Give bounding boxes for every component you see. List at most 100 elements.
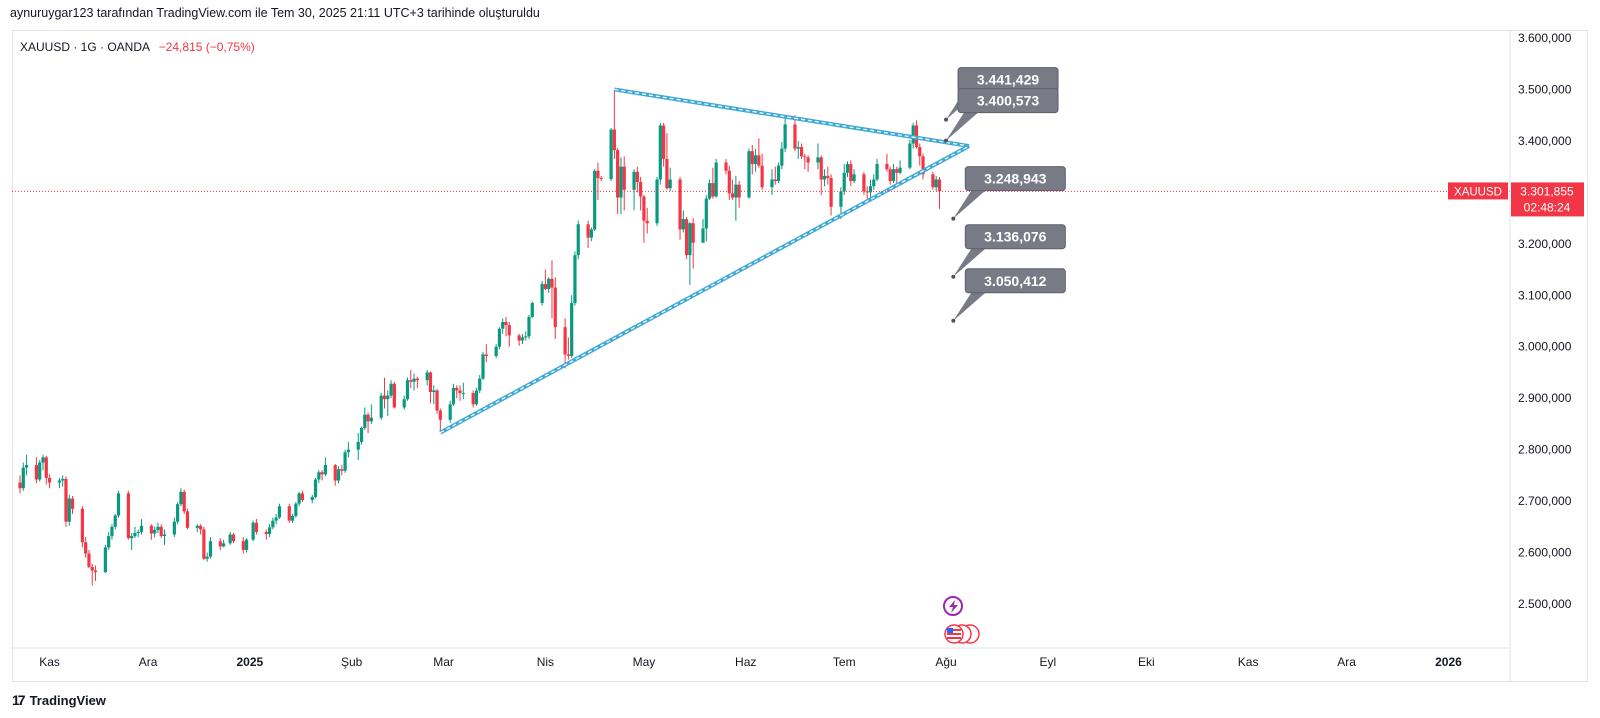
candle-body [727,170,731,194]
candle [730,179,735,201]
candle [133,526,137,539]
candle-body [576,224,580,256]
candle [822,169,827,187]
candle [524,331,528,341]
symbol-name: XAUUSD · 1G · OANDA [20,40,150,54]
candle [346,441,350,458]
candle [645,207,649,234]
candle [566,337,570,360]
candle-body [294,503,298,517]
candle [333,464,337,486]
candle-body [432,390,436,393]
time-tick-label: Nis [537,655,554,669]
callout-anchor-dot [951,216,956,221]
candle [113,513,117,530]
candle-body [770,179,774,188]
candle-body [724,162,728,171]
candle [783,117,787,153]
candle [862,171,866,195]
candle [126,490,130,540]
candle [845,161,850,177]
candle [609,128,613,182]
candle-body [589,229,593,238]
candle [616,148,620,214]
callout-anchor-dot [944,117,949,122]
candle [130,532,134,550]
candle [428,371,433,404]
candle-body [934,179,938,188]
candle-body [701,228,705,243]
candle-body [87,553,91,567]
candle-body [389,383,393,396]
candle-body [898,167,902,173]
candle-body [612,129,616,151]
price-label-callout[interactable]: 3.050,412 [951,268,1066,323]
candle [642,194,646,243]
price-label-callout[interactable]: 3.248,943 [951,166,1066,221]
symbol-badge-box [1448,182,1508,200]
candle [84,537,88,558]
candle-body [691,223,695,243]
candle-body [264,531,268,535]
symbol-legend[interactable]: XAUUSD · 1G · OANDA −24,815 (−0,75%) [20,40,255,54]
candle-body [44,457,48,478]
candle-body [103,547,107,573]
candle-body [185,511,190,528]
price-tick-label: 3.500,000 [1518,82,1572,96]
candle [750,145,754,175]
candle-body [205,556,209,559]
candle-body [757,155,761,166]
candle [228,531,232,545]
candle-body [458,390,462,394]
candle-body [38,462,42,480]
triangle-lower-line[interactable] [439,144,970,435]
candle-body [461,393,465,395]
candle-body [642,196,646,221]
price-label-callout[interactable]: 3.136,076 [951,224,1066,279]
candle-body [149,525,153,534]
candle [448,400,452,423]
candle [471,390,475,408]
candle [888,166,892,185]
price-label-callout[interactable]: 3.400,573 [944,88,1059,143]
candle [540,280,544,306]
candle [438,408,442,433]
candle-body [478,378,482,391]
candle-body [21,467,25,489]
time-tick-label: Ara [139,655,158,669]
candle-body [369,417,373,422]
triangle-upper-line[interactable] [614,87,970,149]
candle [707,179,712,201]
candle-body [596,170,600,178]
candle [323,457,327,477]
callout-anchor-dot [951,318,956,323]
candle [267,524,272,538]
candle [271,517,275,530]
candle [931,171,935,190]
candle-body [776,165,781,182]
candle-body [34,465,39,480]
candle-body [435,390,439,411]
candle-body [199,525,203,530]
candle-body [107,536,111,548]
candle [80,506,84,548]
us-economic-events-icon[interactable] [944,624,980,644]
candle-body [688,223,692,256]
candle-body [231,534,236,542]
candle [162,529,167,545]
pattern-dash [614,88,970,147]
candle-body [553,287,557,328]
candle-body [550,278,554,288]
price-tick-label: 2.900,000 [1518,391,1572,405]
candle-body [300,493,305,501]
brand-name: TradingView [29,692,106,708]
candle [517,333,521,346]
candle-body [241,541,245,550]
candle-body [340,469,344,471]
candle-body [179,491,183,505]
candle [842,164,846,195]
candle [87,549,91,568]
tradingview-brand[interactable]: 17 TradingView [12,692,106,708]
candle-body [530,302,534,317]
